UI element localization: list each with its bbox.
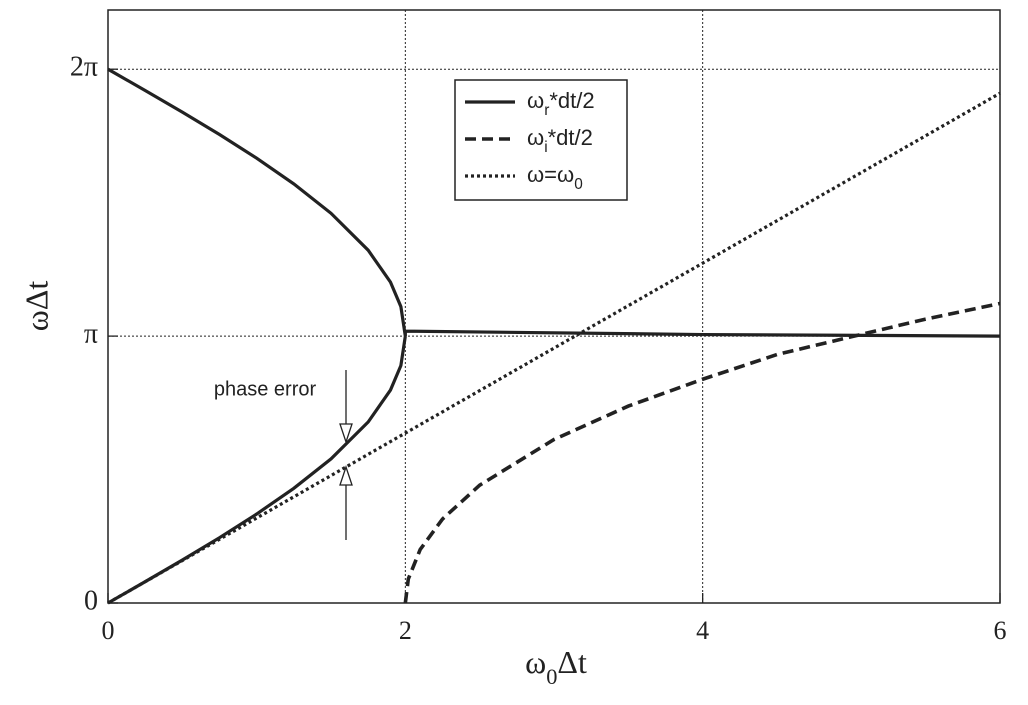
x-tick-label: 2 [399, 616, 412, 645]
y-tick-label: 2π [70, 52, 98, 83]
y-tick-label: 0 [84, 585, 98, 616]
series-line [107, 67, 1001, 605]
series-line [403, 301, 1001, 604]
annotation-arrows [339, 370, 353, 540]
x-tick-label: 0 [102, 616, 115, 645]
x-axis-label: ω0Δt [525, 644, 587, 688]
legend-label: ω=ω0 [527, 162, 583, 193]
legend-label: ωi*dt/2 [527, 125, 593, 156]
arrow-head [339, 464, 353, 486]
x-tick-label: 6 [994, 616, 1007, 645]
y-axis-label: ωΔt [18, 281, 54, 332]
y-tick-label: π [84, 319, 98, 350]
plot-frame [107, 9, 1001, 604]
legend-label: ωr*dt/2 [527, 88, 595, 119]
annotation: phase error [214, 378, 317, 400]
arrow-head [339, 423, 353, 445]
x-tick-label: 4 [696, 616, 709, 645]
